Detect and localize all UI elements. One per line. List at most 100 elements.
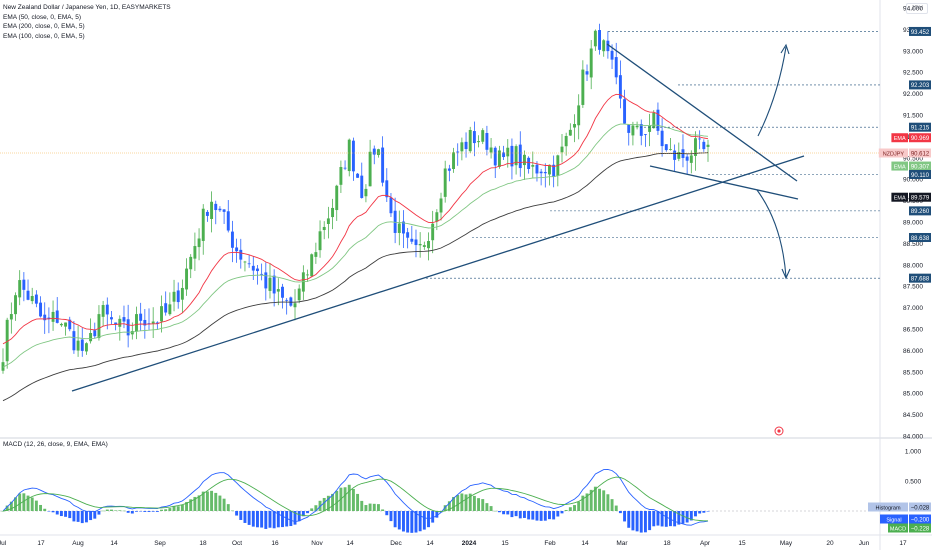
histogram-bar — [410, 511, 414, 533]
candle-body — [514, 146, 518, 166]
candle-body — [97, 314, 101, 339]
candle-body — [160, 306, 163, 322]
candle-body — [389, 197, 393, 214]
histogram-bar — [447, 501, 451, 511]
currency-badge[interactable]: JPY — [906, 3, 928, 14]
histogram-bar — [180, 504, 184, 511]
candle-body — [210, 201, 214, 219]
macd-label-box — [909, 514, 931, 524]
candle-body — [197, 238, 201, 248]
histogram-bar — [598, 488, 601, 511]
price-label-text: 90.110 — [911, 173, 930, 179]
histogram-bar — [689, 511, 693, 521]
price-label-text: 90.969 — [911, 136, 930, 142]
candle-body — [493, 147, 497, 166]
candle-body — [522, 154, 526, 166]
histogram-bar — [631, 511, 635, 531]
legend-ema100: EMA (100, close, 0, EMA, 5) — [3, 32, 85, 40]
candle-body — [439, 198, 443, 213]
candle-body — [406, 232, 410, 238]
upper-wedge-line — [606, 43, 798, 182]
histogram-bar — [335, 490, 339, 511]
candle-body — [1, 362, 5, 371]
candle-body — [59, 323, 63, 326]
y-tick-label: 85.500 — [903, 369, 923, 376]
macd-tag-box — [868, 502, 908, 512]
candle-body — [335, 185, 339, 211]
price-tag-text: EMA — [894, 136, 906, 142]
ascending-trendline — [71, 155, 805, 392]
histogram-bar — [1, 511, 5, 512]
candle-body — [256, 268, 259, 272]
candle-body — [397, 223, 401, 233]
candle-body — [193, 246, 197, 259]
candle-body — [164, 303, 168, 313]
candle-body — [631, 125, 635, 136]
macd-label-box — [909, 523, 931, 533]
histogram-bar — [151, 511, 155, 512]
histogram-bar — [51, 511, 55, 513]
x-tick-label: Aug — [72, 540, 84, 547]
price-tag-text: EMA — [894, 164, 906, 170]
candle-body — [272, 275, 276, 294]
y-tick-label: 90.500 — [903, 155, 923, 162]
histogram-bar — [431, 511, 435, 523]
candle-body — [205, 211, 209, 216]
candle-body — [251, 265, 255, 271]
price-tag-box — [891, 133, 908, 143]
candle-body — [531, 165, 535, 167]
histogram-bar — [164, 509, 168, 511]
x-tick-label: 16 — [271, 540, 279, 547]
histogram-bar — [293, 511, 297, 525]
histogram-bar — [364, 505, 368, 511]
candle-body — [422, 245, 426, 247]
histogram-bar — [627, 511, 631, 528]
histogram-bar — [176, 506, 180, 511]
candle-body — [243, 261, 247, 263]
x-tick-label: Jul — [0, 540, 7, 547]
histogram-bar — [351, 488, 355, 511]
price-label-price: 90.612 NZDJPY — [878, 148, 931, 158]
candle-body — [276, 289, 280, 292]
histogram-bar — [314, 505, 318, 511]
histogram-bar — [143, 511, 147, 512]
candle-body — [201, 208, 205, 241]
histogram-bar — [389, 511, 393, 522]
candle-body — [481, 130, 485, 142]
histogram-bar — [185, 502, 189, 511]
projection-up-arrow — [757, 46, 787, 137]
candle-body — [76, 340, 80, 351]
legend-ema200: EMA (200, close, 0, EMA, 5) — [3, 23, 85, 30]
candle-body — [548, 164, 551, 175]
candle-body — [639, 124, 643, 136]
candle-body — [343, 167, 347, 169]
chart-legend: New Zealand Dollar / Japanese Yen, 1D, E… — [3, 3, 171, 41]
candle-body — [30, 295, 34, 302]
histogram-bar — [506, 511, 510, 515]
histogram-bar — [230, 510, 234, 512]
histogram-bar — [43, 508, 47, 511]
candle-body — [68, 319, 72, 330]
y-tick-label: 84.500 — [903, 412, 923, 419]
candle-body — [506, 147, 510, 157]
candle-body — [627, 124, 631, 133]
y-tick-label: 86.500 — [903, 327, 923, 334]
candle-body — [368, 151, 372, 187]
candle-body — [427, 241, 430, 249]
candle-body — [364, 188, 368, 197]
macd-tick-label: 0.500 — [905, 479, 922, 486]
candle-body — [239, 249, 243, 260]
candle-body — [143, 319, 147, 326]
ema200-line — [2, 152, 709, 402]
candle-body — [318, 231, 322, 251]
candle-body — [668, 149, 672, 151]
x-tick-label: 20 — [826, 540, 834, 547]
candle-body — [477, 141, 481, 143]
histogram-bar — [64, 511, 68, 517]
histogram-bar — [652, 511, 656, 527]
histogram-bar — [464, 494, 468, 511]
candle-body — [114, 322, 118, 325]
histogram-bar — [685, 511, 689, 523]
